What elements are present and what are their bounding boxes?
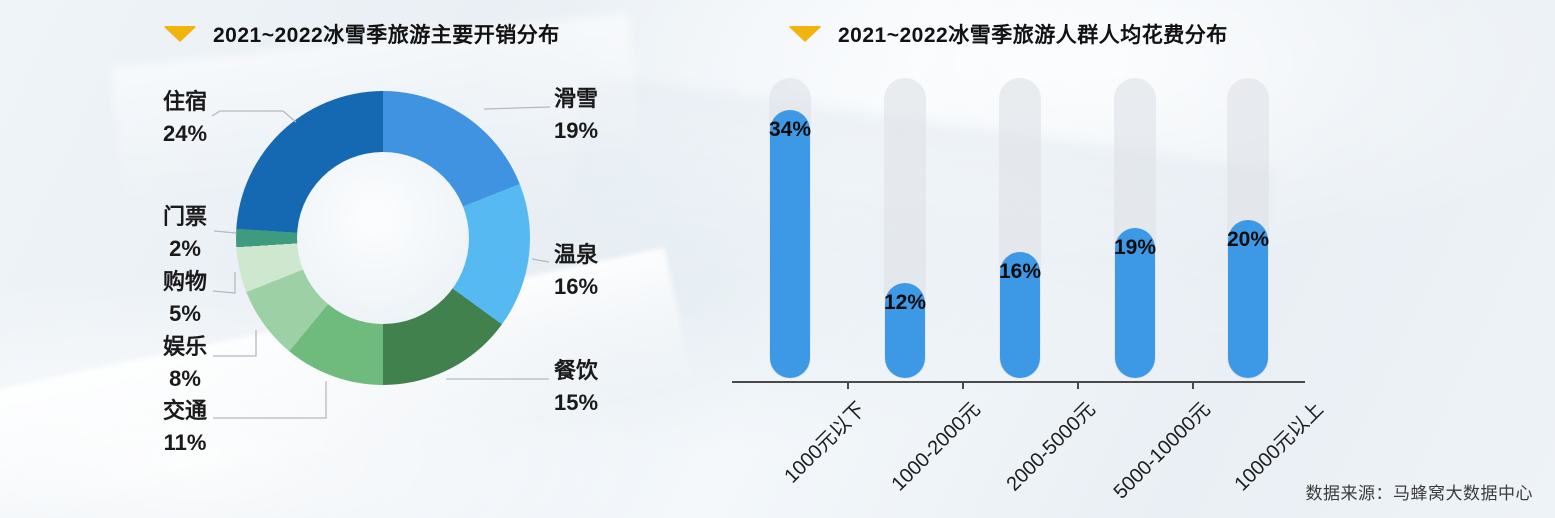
slice-percent: 2% xyxy=(169,236,201,261)
slice-percent: 5% xyxy=(169,301,201,326)
slice-name: 门票 xyxy=(162,204,207,229)
x-axis-label: 1000元以下 xyxy=(780,398,870,488)
bar-value-label: 34% xyxy=(768,118,812,141)
expense-distribution-donut-chart: 住宿 24% 门票 2% 购物 5% 娱乐 8% 交通 11% 滑雪 19% 温… xyxy=(140,75,620,465)
slice-percent: 19% xyxy=(554,118,599,143)
slice-name: 交通 xyxy=(162,398,207,423)
bar-chart-title: 2021~2022冰雪季旅游人群人均花费分布 xyxy=(838,24,1228,47)
donut-chart-title-row: 2021~2022冰雪季旅游主要开销分布 xyxy=(163,19,560,49)
bar-group-2000-5000: 16% xyxy=(998,78,1042,379)
donut-label-hot-spring: 温泉 16% xyxy=(554,239,598,303)
x-axis-tick xyxy=(962,383,964,389)
per-capita-spend-bar-chart: 34% 12% 16% 19% 20% xyxy=(725,15,1345,515)
x-axis-tick xyxy=(847,383,849,389)
bar-group-under-1000: 34% xyxy=(768,78,812,379)
slice-name: 餐饮 xyxy=(554,358,599,383)
bar-value-label: 20% xyxy=(1226,228,1270,251)
donut-leader-lines xyxy=(211,106,551,419)
bar-value-label: 19% xyxy=(1113,236,1157,259)
bar-group-over-10000: 20% xyxy=(1226,78,1270,379)
slice-percent: 8% xyxy=(169,366,201,391)
bar-value-label: 16% xyxy=(998,260,1042,283)
slice-name: 娱乐 xyxy=(162,334,207,359)
slice-percent: 11% xyxy=(163,430,207,455)
donut-label-dining: 餐饮 15% xyxy=(554,355,598,419)
donut-label-skiing: 滑雪 19% xyxy=(554,83,598,147)
donut-label-accommodation: 住宿 24% xyxy=(142,86,228,150)
leader-line-entertainment xyxy=(213,330,257,357)
donut-label-shopping: 购物 5% xyxy=(142,266,228,330)
leader-line-transport xyxy=(213,381,327,419)
slice-percent: 16% xyxy=(554,274,599,299)
slice-name: 住宿 xyxy=(162,89,207,114)
slice-percent: 24% xyxy=(162,121,208,146)
bar-group-1000-2000: 12% xyxy=(883,78,927,379)
donut-hole xyxy=(297,152,469,324)
leader-line-tickets xyxy=(213,230,237,234)
data-source-note: 数据来源：马蜂窝大数据中心 xyxy=(1305,484,1533,503)
bar-group-5000-10000: 19% xyxy=(1113,78,1157,379)
bar-chart-title-row: 2021~2022冰雪季旅游人群人均花费分布 xyxy=(788,19,1228,49)
donut-label-entertainment: 娱乐 8% xyxy=(142,331,228,395)
bar-plot-area: 34% 12% 16% 19% 20% xyxy=(725,78,1328,503)
triangle-down-icon xyxy=(163,26,197,42)
bar xyxy=(770,110,810,378)
donut-chart-title: 2021~2022冰雪季旅游主要开销分布 xyxy=(213,24,560,47)
x-axis-tick xyxy=(1192,383,1194,389)
triangle-down-icon xyxy=(788,26,822,42)
x-axis-tick xyxy=(1077,383,1079,389)
donut-label-tickets: 门票 2% xyxy=(142,201,228,265)
slice-name: 温泉 xyxy=(554,242,599,267)
leader-line-accommodation xyxy=(211,110,297,123)
bar xyxy=(1000,252,1040,378)
slice-name: 滑雪 xyxy=(554,86,599,111)
slice-percent: 15% xyxy=(554,390,599,415)
leader-line-hot-spring xyxy=(531,258,550,263)
bar xyxy=(885,283,925,378)
bar xyxy=(1115,228,1155,378)
leader-line-shopping xyxy=(212,272,236,294)
x-axis-line xyxy=(732,381,1305,383)
bar-value-label: 12% xyxy=(883,291,927,314)
donut-label-transport: 交通 11% xyxy=(142,395,228,459)
leader-line-skiing xyxy=(483,106,551,110)
slice-name: 购物 xyxy=(162,269,207,294)
bar xyxy=(1228,220,1268,378)
